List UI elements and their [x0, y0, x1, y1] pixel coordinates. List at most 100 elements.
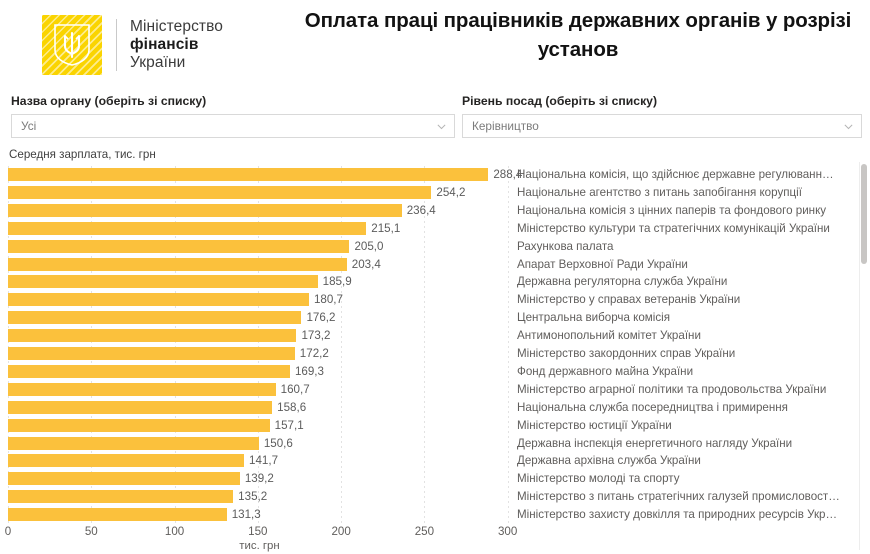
x-axis-tick: 300: [497, 525, 518, 538]
chart-bar[interactable]: [8, 239, 350, 253]
chart-bar-row[interactable]: 205,0: [8, 238, 511, 256]
chart-bar-value: 205,0: [354, 239, 384, 253]
x-axis-tick: 100: [164, 525, 185, 538]
filter-position-level-dropdown[interactable]: Керівництво: [462, 114, 862, 138]
chart-bar[interactable]: [8, 400, 273, 414]
chart-bar-row[interactable]: 158,6: [8, 399, 511, 417]
chart-category-labels: Національна комісія, що здійснює державн…: [517, 166, 858, 524]
chart-bar-row[interactable]: 169,3: [8, 363, 511, 381]
chart-category-label: Національна комісія, що здійснює державн…: [517, 168, 834, 181]
chart-bar[interactable]: [8, 168, 489, 181]
chart-bar-row[interactable]: 141,7: [8, 452, 511, 470]
ukraine-trident-emblem-icon: [42, 15, 102, 75]
chart-bar[interactable]: [8, 293, 309, 307]
chart-category-label: Національна комісія з цінних паперів та …: [517, 203, 827, 217]
chart-bar[interactable]: [8, 221, 367, 235]
brand-line-2: фінансів: [130, 36, 199, 53]
chart-x-axis: 0 50 100 150 200 250 300: [4, 524, 518, 542]
chart-bar[interactable]: [8, 329, 297, 343]
chart-bar-value: 141,7: [249, 454, 279, 468]
chart-category-label: Національна служба посередництва і прими…: [517, 400, 788, 414]
trident-shield-icon: [54, 24, 90, 66]
chart-x-axis-title: тис. грн: [239, 540, 280, 552]
chart-bar-value: 150,6: [263, 436, 293, 450]
chart-bar-value: 160,7: [280, 382, 310, 396]
filter-organization-dropdown[interactable]: Усі: [11, 114, 455, 138]
chart-bar-value: 288,4: [493, 168, 523, 181]
ministry-brand: Міністерство фінансів України: [42, 13, 223, 77]
chart-bar[interactable]: [8, 490, 234, 504]
chart-category-label: Міністерство закордонних справ України: [517, 347, 736, 360]
chart-bar-row[interactable]: 131,3: [8, 506, 511, 524]
chart-bar-row[interactable]: 157,1: [8, 417, 511, 435]
chart-bar[interactable]: [8, 436, 259, 450]
chart-bar-row[interactable]: 139,2: [8, 470, 511, 488]
chart-bar[interactable]: [8, 257, 347, 271]
chart-bar-value: 158,6: [277, 400, 307, 414]
brand-line-1: Міністерство: [130, 18, 224, 35]
filter-organization-value: Усі: [21, 119, 37, 133]
chart-bar[interactable]: [8, 203, 402, 217]
chart-bar-row[interactable]: 254,2: [8, 184, 511, 202]
chart-bar-value: 176,2: [306, 311, 336, 325]
chart-category-label: Фонд державного майна України: [517, 364, 694, 378]
chart-bar-row[interactable]: 135,2: [8, 488, 511, 506]
chevron-down-icon[interactable]: [435, 120, 448, 133]
chart-category-label: Центральна виборча комісія: [517, 311, 670, 325]
chart-bar[interactable]: [8, 382, 276, 396]
chart-bar[interactable]: [8, 364, 290, 378]
chart-bar-value: 173,2: [301, 329, 331, 343]
chart-caption: Середня зарплата, тис. грн: [9, 148, 156, 161]
chart-bar[interactable]: [8, 508, 227, 522]
chart-category-label: Міністерство аграрної політики та продов…: [517, 382, 827, 396]
chart-bar-row[interactable]: 288,4: [8, 166, 522, 184]
chart-bar-row[interactable]: 236,4: [8, 202, 511, 220]
page-header: Міністерство фінансів України Оплата пра…: [0, 0, 870, 88]
chart-bar-row[interactable]: 173,2: [8, 327, 511, 345]
chart-bar[interactable]: [8, 347, 295, 360]
filter-organization: Назва органу (оберіть зі списку) Усі: [11, 94, 455, 138]
chart-bar[interactable]: [8, 454, 244, 468]
chart-bar[interactable]: [8, 185, 432, 199]
chart-bar[interactable]: [8, 311, 302, 325]
chart-scrollbar[interactable]: [859, 162, 868, 550]
chart-bar-value: 169,3: [294, 364, 324, 378]
chart-category-label: Державна регуляторна служба України: [517, 275, 728, 289]
filter-position-level-value: Керівництво: [472, 119, 539, 133]
chart-bar-value: 215,1: [371, 221, 401, 235]
chevron-down-icon[interactable]: [842, 120, 855, 133]
chart-bar-value: 185,9: [322, 275, 352, 289]
chart-bar-row[interactable]: 176,2: [8, 309, 511, 327]
chart-bar-value: 180,7: [313, 293, 343, 307]
x-axis-tick: 250: [414, 525, 435, 538]
chart-bar-row[interactable]: 150,6: [8, 435, 511, 453]
chart-scrollbar-thumb[interactable]: [861, 164, 867, 264]
filter-organization-label: Назва органу (оберіть зі списку): [11, 94, 207, 108]
chart-bar-value: 131,3: [231, 508, 261, 522]
chart-category-label: Національне агентство з питань запобіган…: [517, 185, 802, 199]
x-axis-tick: 0: [4, 525, 12, 538]
chart-bar[interactable]: [8, 275, 318, 289]
chart-bar-row[interactable]: 215,1: [8, 220, 511, 238]
brand-line-3: України: [130, 54, 186, 71]
chart-category-label: Державна інспекція енергетичного нагляду…: [517, 436, 793, 450]
chart-bar[interactable]: [8, 472, 240, 486]
filter-bar: Назва органу (оберіть зі списку) Усі Рів…: [0, 94, 870, 146]
chart-bar-value: 139,2: [244, 472, 274, 486]
bar-chart: 288,4 254,2 236,4 215,1 205,0 203,4 185,9 180,7…: [0, 166, 870, 554]
chart-bar-row[interactable]: 160,7: [8, 381, 511, 399]
chart-category-label: Антимонопольний комітет України: [517, 329, 701, 343]
x-axis-tick: 50: [84, 525, 98, 538]
chart-bar-row[interactable]: 172,2: [8, 345, 511, 363]
chart-bar-value: 236,4: [406, 203, 436, 217]
chart-bar-row[interactable]: 185,9: [8, 273, 511, 291]
chart-category-label: Міністерство захисту довкілля та природн…: [517, 508, 838, 522]
chart-category-label: Державна архівна служба України: [517, 454, 701, 468]
chart-bar-value: 157,1: [274, 418, 304, 432]
chart-bar-value: 254,2: [436, 185, 466, 199]
chart-bar[interactable]: [8, 418, 270, 432]
chart-bar-row[interactable]: 180,7: [8, 291, 511, 309]
chart-category-label: Міністерство культури та стратегічних ко…: [517, 221, 830, 235]
chart-bar-row[interactable]: 203,4: [8, 256, 511, 274]
chart-category-label: Апарат Верховної Ради України: [517, 257, 688, 271]
